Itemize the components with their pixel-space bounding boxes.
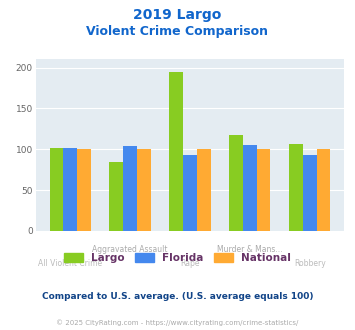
Text: © 2025 CityRating.com - https://www.cityrating.com/crime-statistics/: © 2025 CityRating.com - https://www.city… bbox=[56, 319, 299, 326]
Bar bbox=[137, 149, 151, 231]
Text: Violent Crime Comparison: Violent Crime Comparison bbox=[87, 25, 268, 38]
Bar bbox=[303, 155, 317, 231]
Legend: Largo, Florida, National: Largo, Florida, National bbox=[60, 248, 295, 267]
Bar bbox=[183, 155, 197, 231]
Bar bbox=[257, 149, 271, 231]
Bar bbox=[197, 149, 211, 231]
Bar bbox=[317, 149, 330, 231]
Bar bbox=[169, 73, 183, 231]
Bar bbox=[289, 145, 303, 231]
Bar bbox=[77, 149, 91, 231]
Text: 2019 Largo: 2019 Largo bbox=[133, 8, 222, 22]
Bar bbox=[123, 146, 137, 231]
Bar bbox=[63, 148, 77, 231]
Bar bbox=[229, 135, 243, 231]
Bar bbox=[109, 162, 123, 231]
Text: Robbery: Robbery bbox=[294, 259, 326, 268]
Text: Murder & Mans...: Murder & Mans... bbox=[217, 245, 283, 254]
Bar bbox=[50, 148, 63, 231]
Bar bbox=[243, 145, 257, 231]
Text: Compared to U.S. average. (U.S. average equals 100): Compared to U.S. average. (U.S. average … bbox=[42, 292, 313, 301]
Text: Rape: Rape bbox=[180, 259, 200, 268]
Text: Aggravated Assault: Aggravated Assault bbox=[92, 245, 168, 254]
Text: All Violent Crime: All Violent Crime bbox=[38, 259, 102, 268]
